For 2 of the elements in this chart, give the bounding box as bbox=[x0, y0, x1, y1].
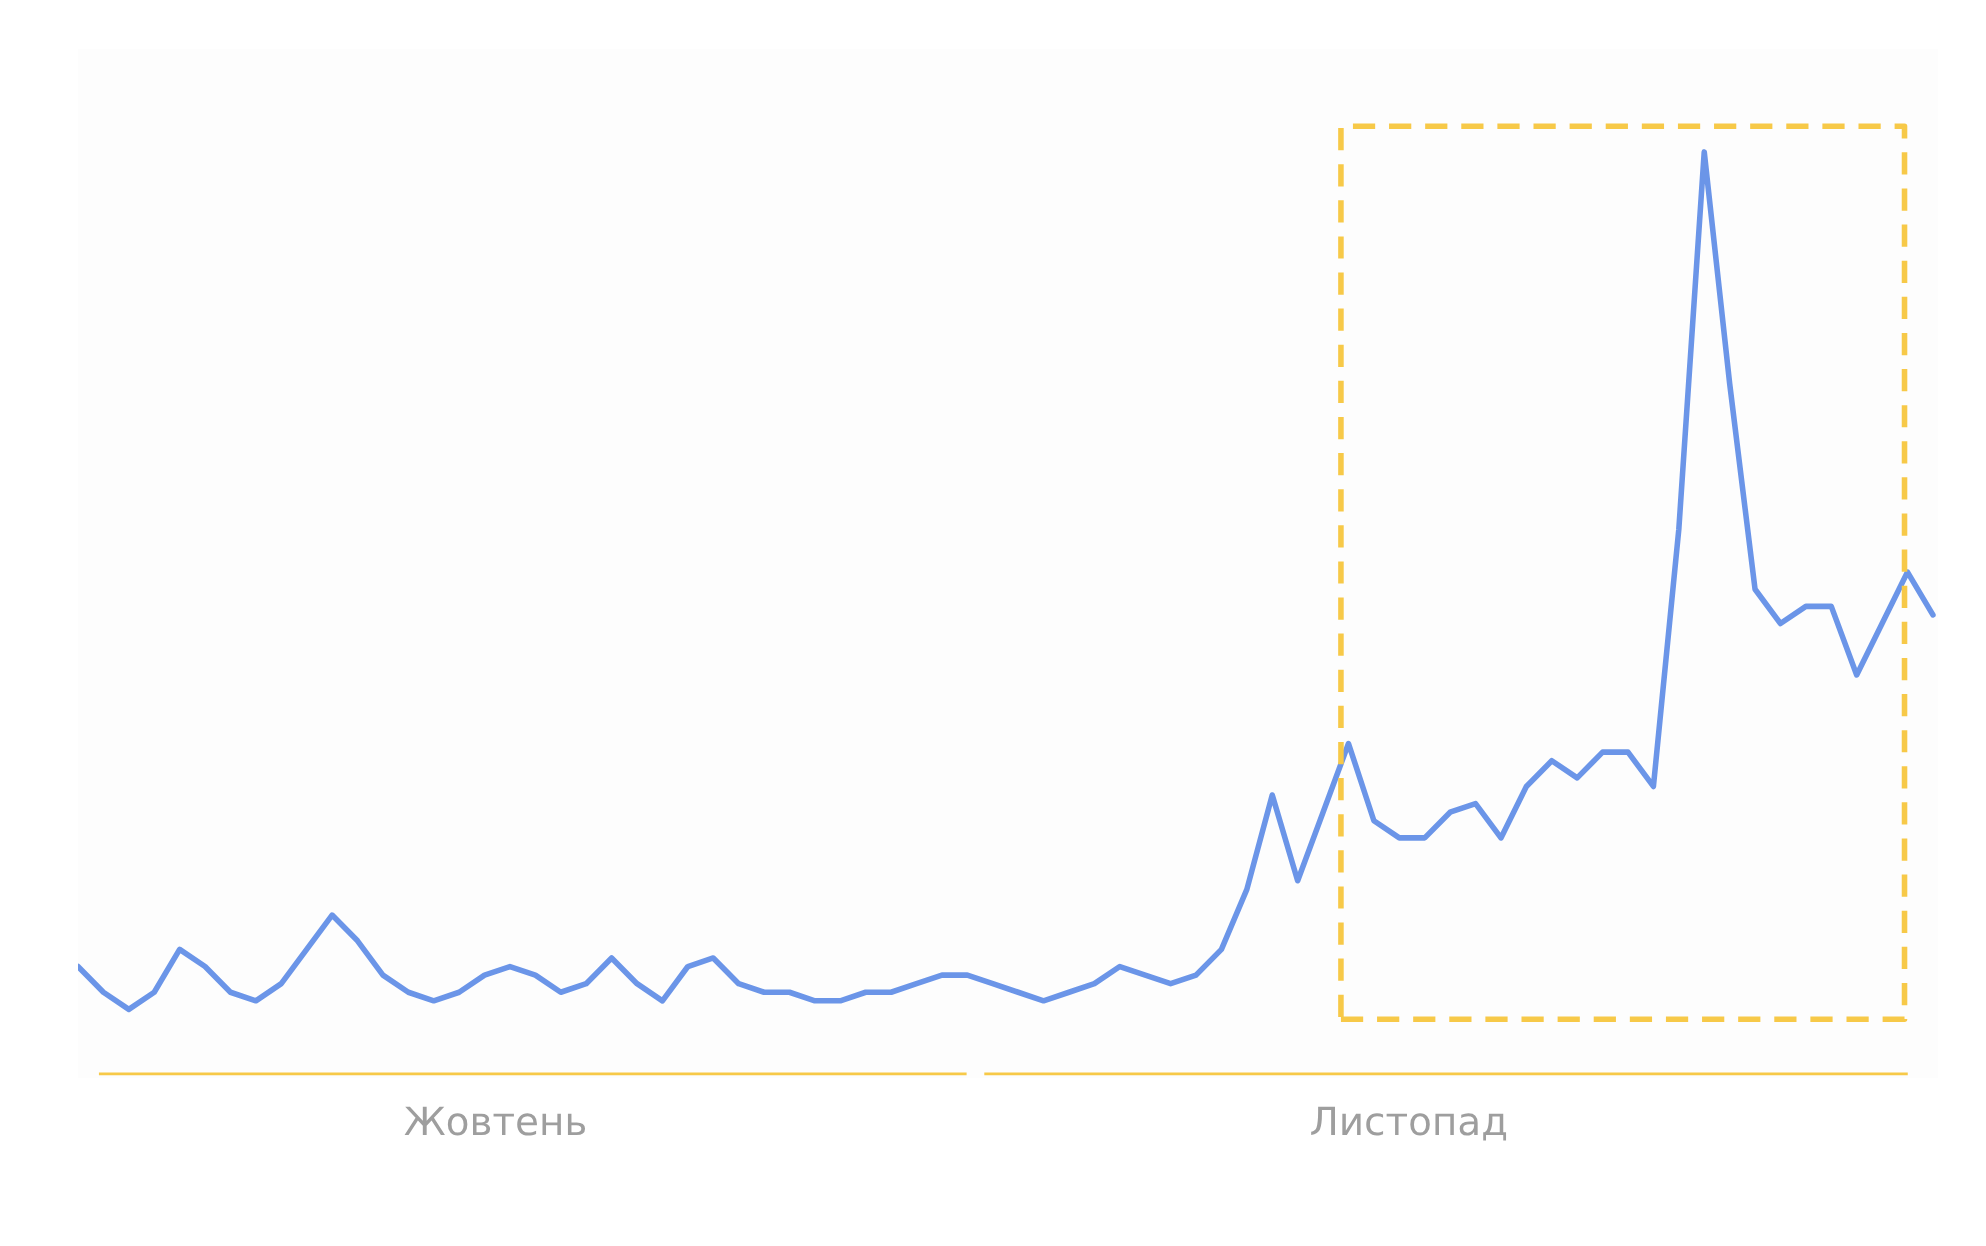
text: Листопад bbox=[1311, 1106, 1507, 1141]
text: Жовтень bbox=[404, 1106, 586, 1136]
